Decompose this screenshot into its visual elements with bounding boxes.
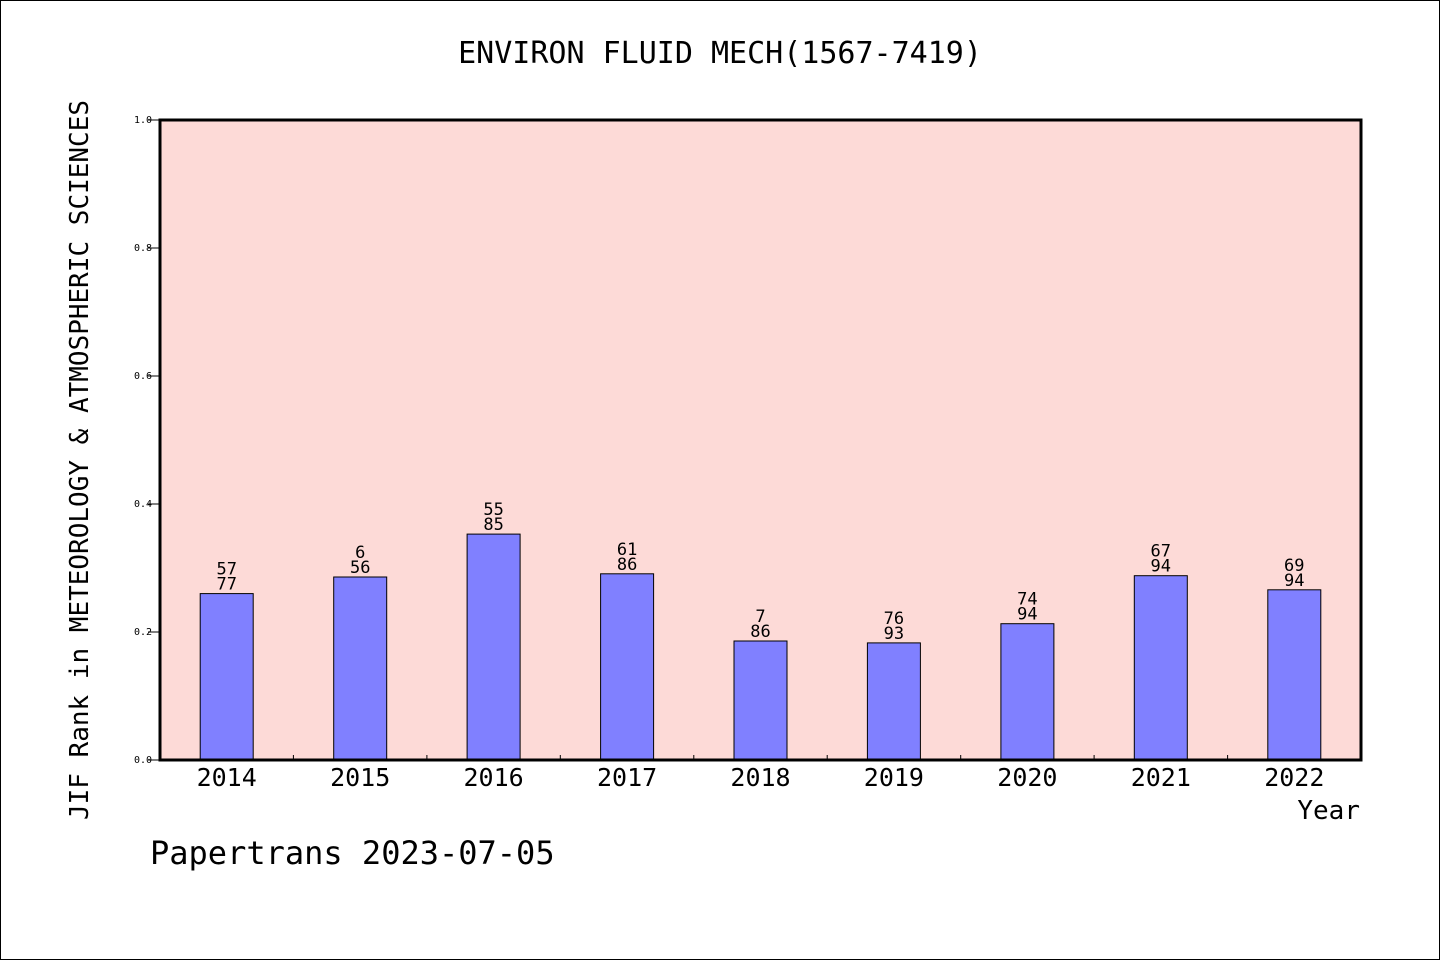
bar-2015 — [333, 576, 388, 761]
x-tick-label-2022: 2022 — [1264, 763, 1324, 792]
x-tick-label-2016: 2016 — [463, 763, 523, 792]
bar-label-total-2017: 86 — [617, 555, 637, 575]
bar-label-rank-2021: 67 — [1151, 542, 1171, 562]
bar-label-rank-2020: 74 — [1017, 590, 1037, 610]
bar-label-rank-2022: 69 — [1284, 556, 1304, 576]
x-tick-label-2017: 2017 — [597, 763, 657, 792]
bar-label-total-2021: 94 — [1151, 557, 1171, 577]
ticks-layer: 2014 2015 2016 2017 2018 2019 2020 2021 2022 0.0 0… — [134, 115, 1324, 792]
bar-2022 — [1267, 589, 1322, 761]
bar-label-total-2018: 86 — [750, 622, 770, 642]
bar-label-rank-2019: 76 — [884, 609, 904, 629]
x-tick-label-2020: 2020 — [997, 763, 1057, 792]
footer-text: Papertrans 2023-07-05 — [150, 834, 555, 872]
plot-border — [158, 118, 1363, 762]
y-tick-label: 0.8 — [134, 243, 152, 254]
bar-2019 — [866, 642, 921, 761]
x-tick-label-2019: 2019 — [864, 763, 924, 792]
x-tick-label-2015: 2015 — [330, 763, 390, 792]
x-tick-label-2018: 2018 — [730, 763, 790, 792]
x-tick-label-2014: 2014 — [197, 763, 257, 792]
bar-2017 — [600, 573, 655, 761]
y-tick-label: 0.4 — [134, 499, 152, 510]
y-tick-label: 0.6 — [134, 371, 152, 382]
y-tick-label: 1.0 — [134, 115, 152, 126]
bar-label-rank-2014: 57 — [216, 560, 236, 580]
bar-label-rank-2017: 61 — [617, 540, 637, 560]
x-tick-label-2021: 2021 — [1131, 763, 1191, 792]
bar-2021 — [1133, 575, 1188, 761]
bar-label-total-2016: 85 — [483, 515, 503, 535]
y-axis-label: JIF Rank in METEOROLOGY & ATMOSPHERIC SC… — [65, 99, 95, 821]
bar-label-rank-2016: 55 — [483, 500, 503, 520]
y-tick-label: 0.2 — [134, 627, 152, 638]
chart-title: ENVIRON FLUID MECH(1567-7419) — [458, 36, 982, 71]
bar-label-rank-2015: 6 — [355, 543, 365, 563]
bar-2020 — [1000, 623, 1055, 761]
bars-layer — [199, 533, 1322, 761]
bar-label-total-2022: 94 — [1284, 571, 1304, 591]
bar-2016 — [466, 533, 521, 761]
bar-label-total-2014: 77 — [216, 575, 236, 595]
y-tick-label: 0.0 — [134, 755, 152, 766]
bar-label-total-2019: 93 — [884, 624, 904, 644]
bar-label-total-2015: 56 — [350, 558, 370, 578]
bar-2014 — [199, 593, 254, 761]
bar-label-total-2020: 94 — [1017, 605, 1037, 625]
bar-2018 — [733, 640, 788, 761]
bar-label-rank-2018: 7 — [755, 607, 765, 627]
x-axis-label: Year — [1297, 796, 1360, 826]
